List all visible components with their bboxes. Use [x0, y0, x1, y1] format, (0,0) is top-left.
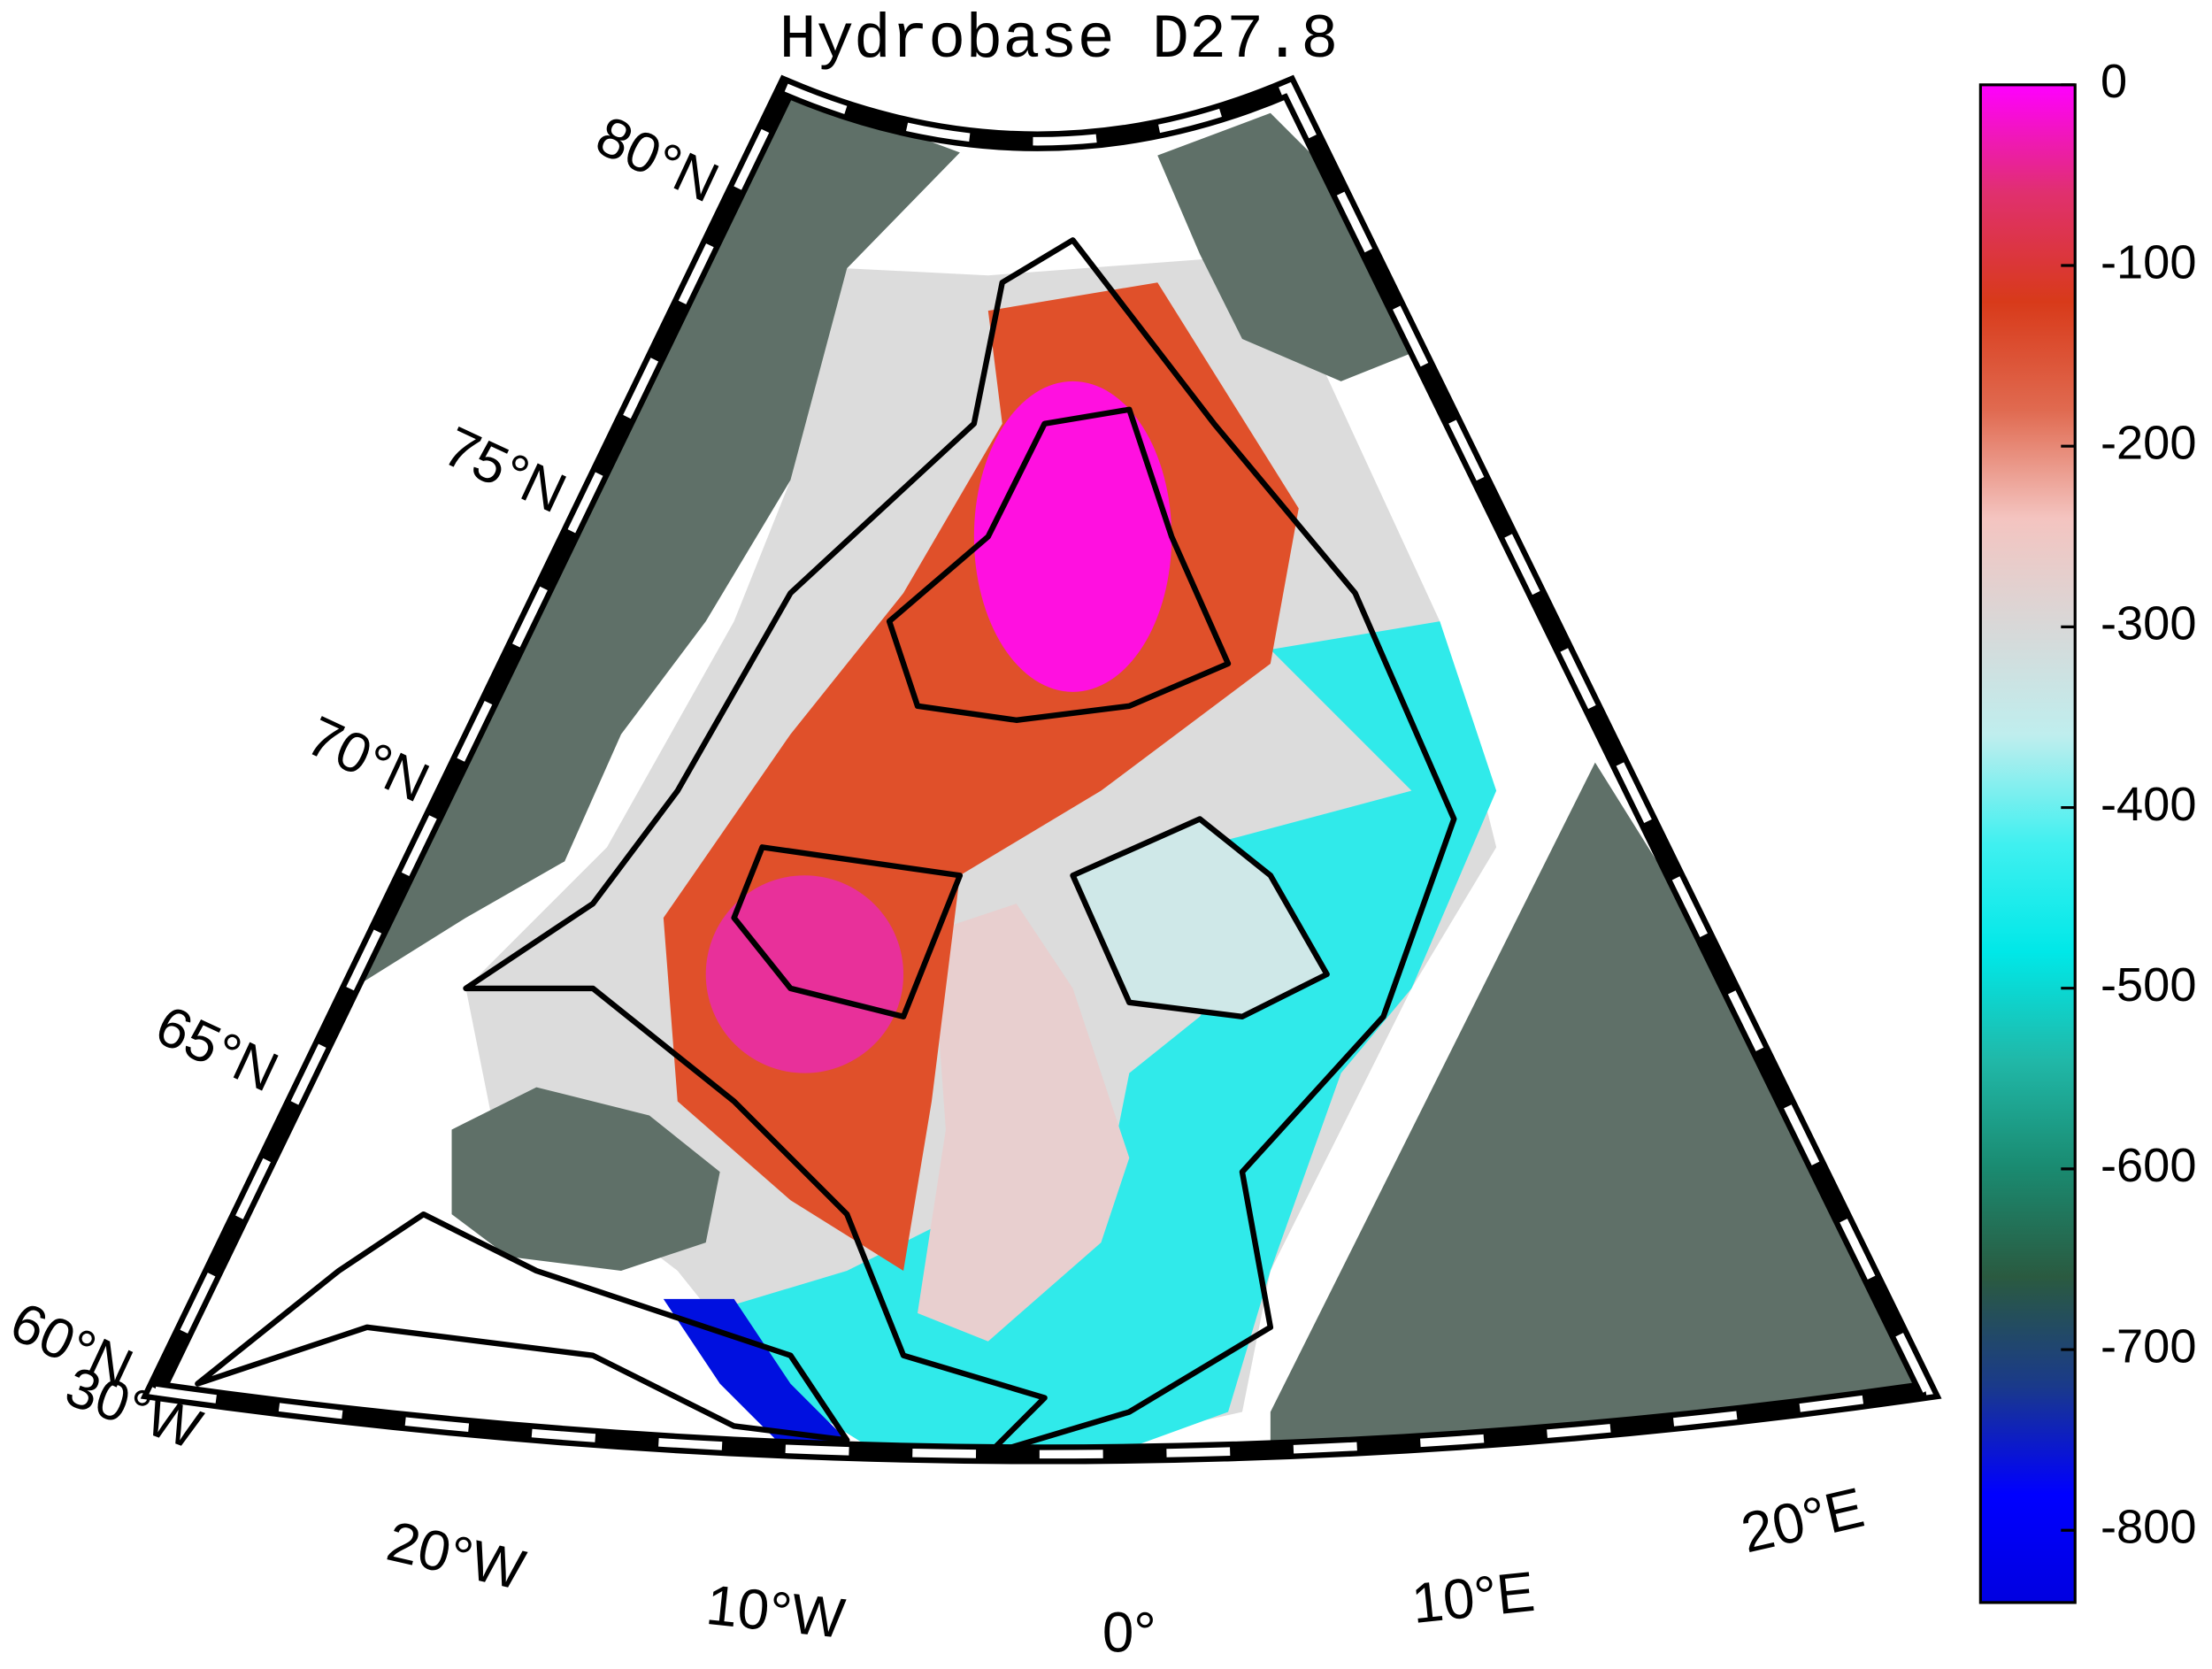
- contour: [463, 237, 1457, 1455]
- colorbar-tick-label: -100: [2101, 235, 2197, 288]
- lat-label: 80°N: [587, 104, 728, 214]
- lon-label: 20°E: [1735, 1475, 1870, 1565]
- deep-patch: [663, 1298, 876, 1455]
- pale-field: [1072, 819, 1327, 1017]
- lon-label: 0°: [1102, 1601, 1156, 1665]
- contour: [731, 844, 964, 1019]
- shallow-core: [973, 381, 1172, 692]
- colorbar-tick-label: -300: [2101, 597, 2197, 650]
- colorbar-tick-label: -700: [2101, 1319, 2197, 1373]
- colorbar-tick-label: -600: [2101, 1139, 2197, 1192]
- colorbar-tick-label: -200: [2101, 417, 2197, 470]
- land-svalbard: [1157, 112, 1412, 381]
- lon-label: 20°W: [381, 1509, 531, 1602]
- colorbar-tick-label: -800: [2101, 1501, 2197, 1554]
- shallow-core: [705, 875, 904, 1073]
- land-scandinavia: [1270, 762, 1927, 1455]
- lat-label: 70°N: [297, 704, 439, 814]
- lat-label: 65°N: [147, 993, 288, 1104]
- pale-field: [918, 904, 1130, 1342]
- contour: [1070, 816, 1330, 1019]
- colorbar-tick-label: 0: [2101, 55, 2127, 108]
- land-iceland: [451, 1087, 720, 1271]
- contour: [195, 1211, 850, 1443]
- contour: [886, 406, 1232, 723]
- colorbar-tick-label: -500: [2101, 958, 2197, 1011]
- colorbar-tick-label: -400: [2101, 778, 2197, 831]
- lon-label: 10°W: [703, 1573, 848, 1650]
- lat-label: 75°N: [434, 414, 576, 525]
- title: Hydrobase D27.8: [780, 6, 1339, 76]
- frame-ticks: [149, 81, 1933, 1459]
- lon-label: 10°E: [1409, 1559, 1538, 1635]
- colorbar: [1978, 83, 2077, 1604]
